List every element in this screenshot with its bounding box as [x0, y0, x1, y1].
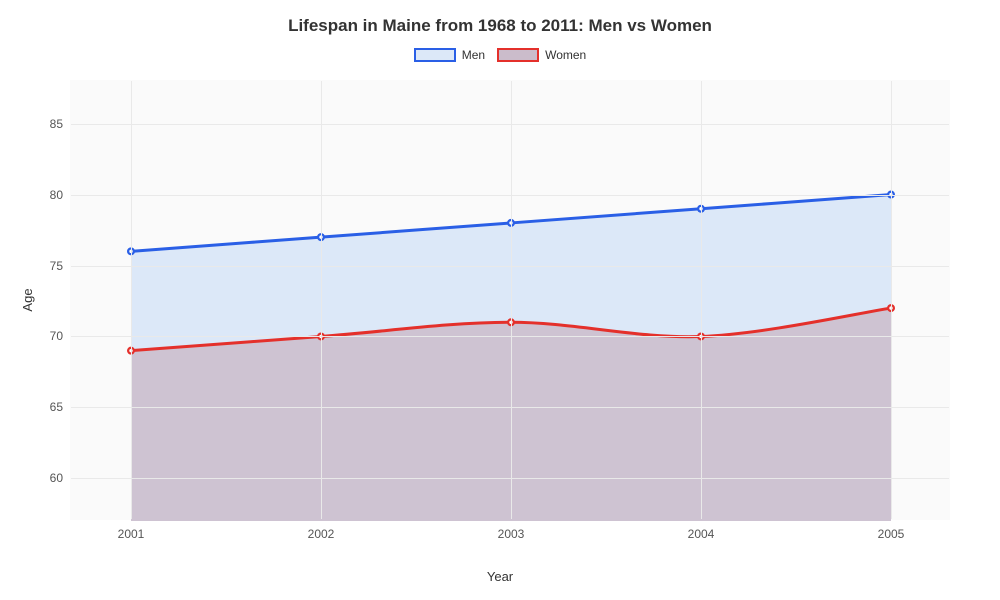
- legend-swatch-men: [414, 48, 456, 62]
- gridline-h: [71, 124, 949, 125]
- legend-swatch-women: [497, 48, 539, 62]
- gridline-h: [71, 407, 949, 408]
- x-axis-label: Year: [0, 569, 1000, 584]
- y-tick-label: 70: [50, 329, 63, 343]
- legend-item-men: Men: [414, 48, 485, 62]
- gridline-v: [131, 81, 132, 519]
- y-tick-label: 85: [50, 117, 63, 131]
- gridline-v: [701, 81, 702, 519]
- gridline-h: [71, 195, 949, 196]
- x-tick-label: 2005: [878, 527, 905, 541]
- plot-area: 60657075808520012002200320042005: [70, 80, 950, 520]
- legend-label-men: Men: [462, 48, 485, 62]
- gridline-h: [71, 266, 949, 267]
- x-tick-label: 2003: [498, 527, 525, 541]
- legend-item-women: Women: [497, 48, 586, 62]
- y-tick-label: 60: [50, 471, 63, 485]
- chart-svg: [71, 81, 949, 519]
- y-axis-label: Age: [20, 288, 35, 311]
- gridline-h: [71, 336, 949, 337]
- x-tick-label: 2001: [118, 527, 145, 541]
- y-tick-label: 80: [50, 188, 63, 202]
- y-tick-label: 65: [50, 400, 63, 414]
- legend: Men Women: [0, 48, 1000, 62]
- legend-label-women: Women: [545, 48, 586, 62]
- x-tick-label: 2002: [308, 527, 335, 541]
- gridline-h: [71, 478, 949, 479]
- gridline-v: [321, 81, 322, 519]
- y-tick-label: 75: [50, 259, 63, 273]
- gridline-v: [891, 81, 892, 519]
- chart-title: Lifespan in Maine from 1968 to 2011: Men…: [0, 16, 1000, 36]
- gridline-v: [511, 81, 512, 519]
- x-tick-label: 2004: [688, 527, 715, 541]
